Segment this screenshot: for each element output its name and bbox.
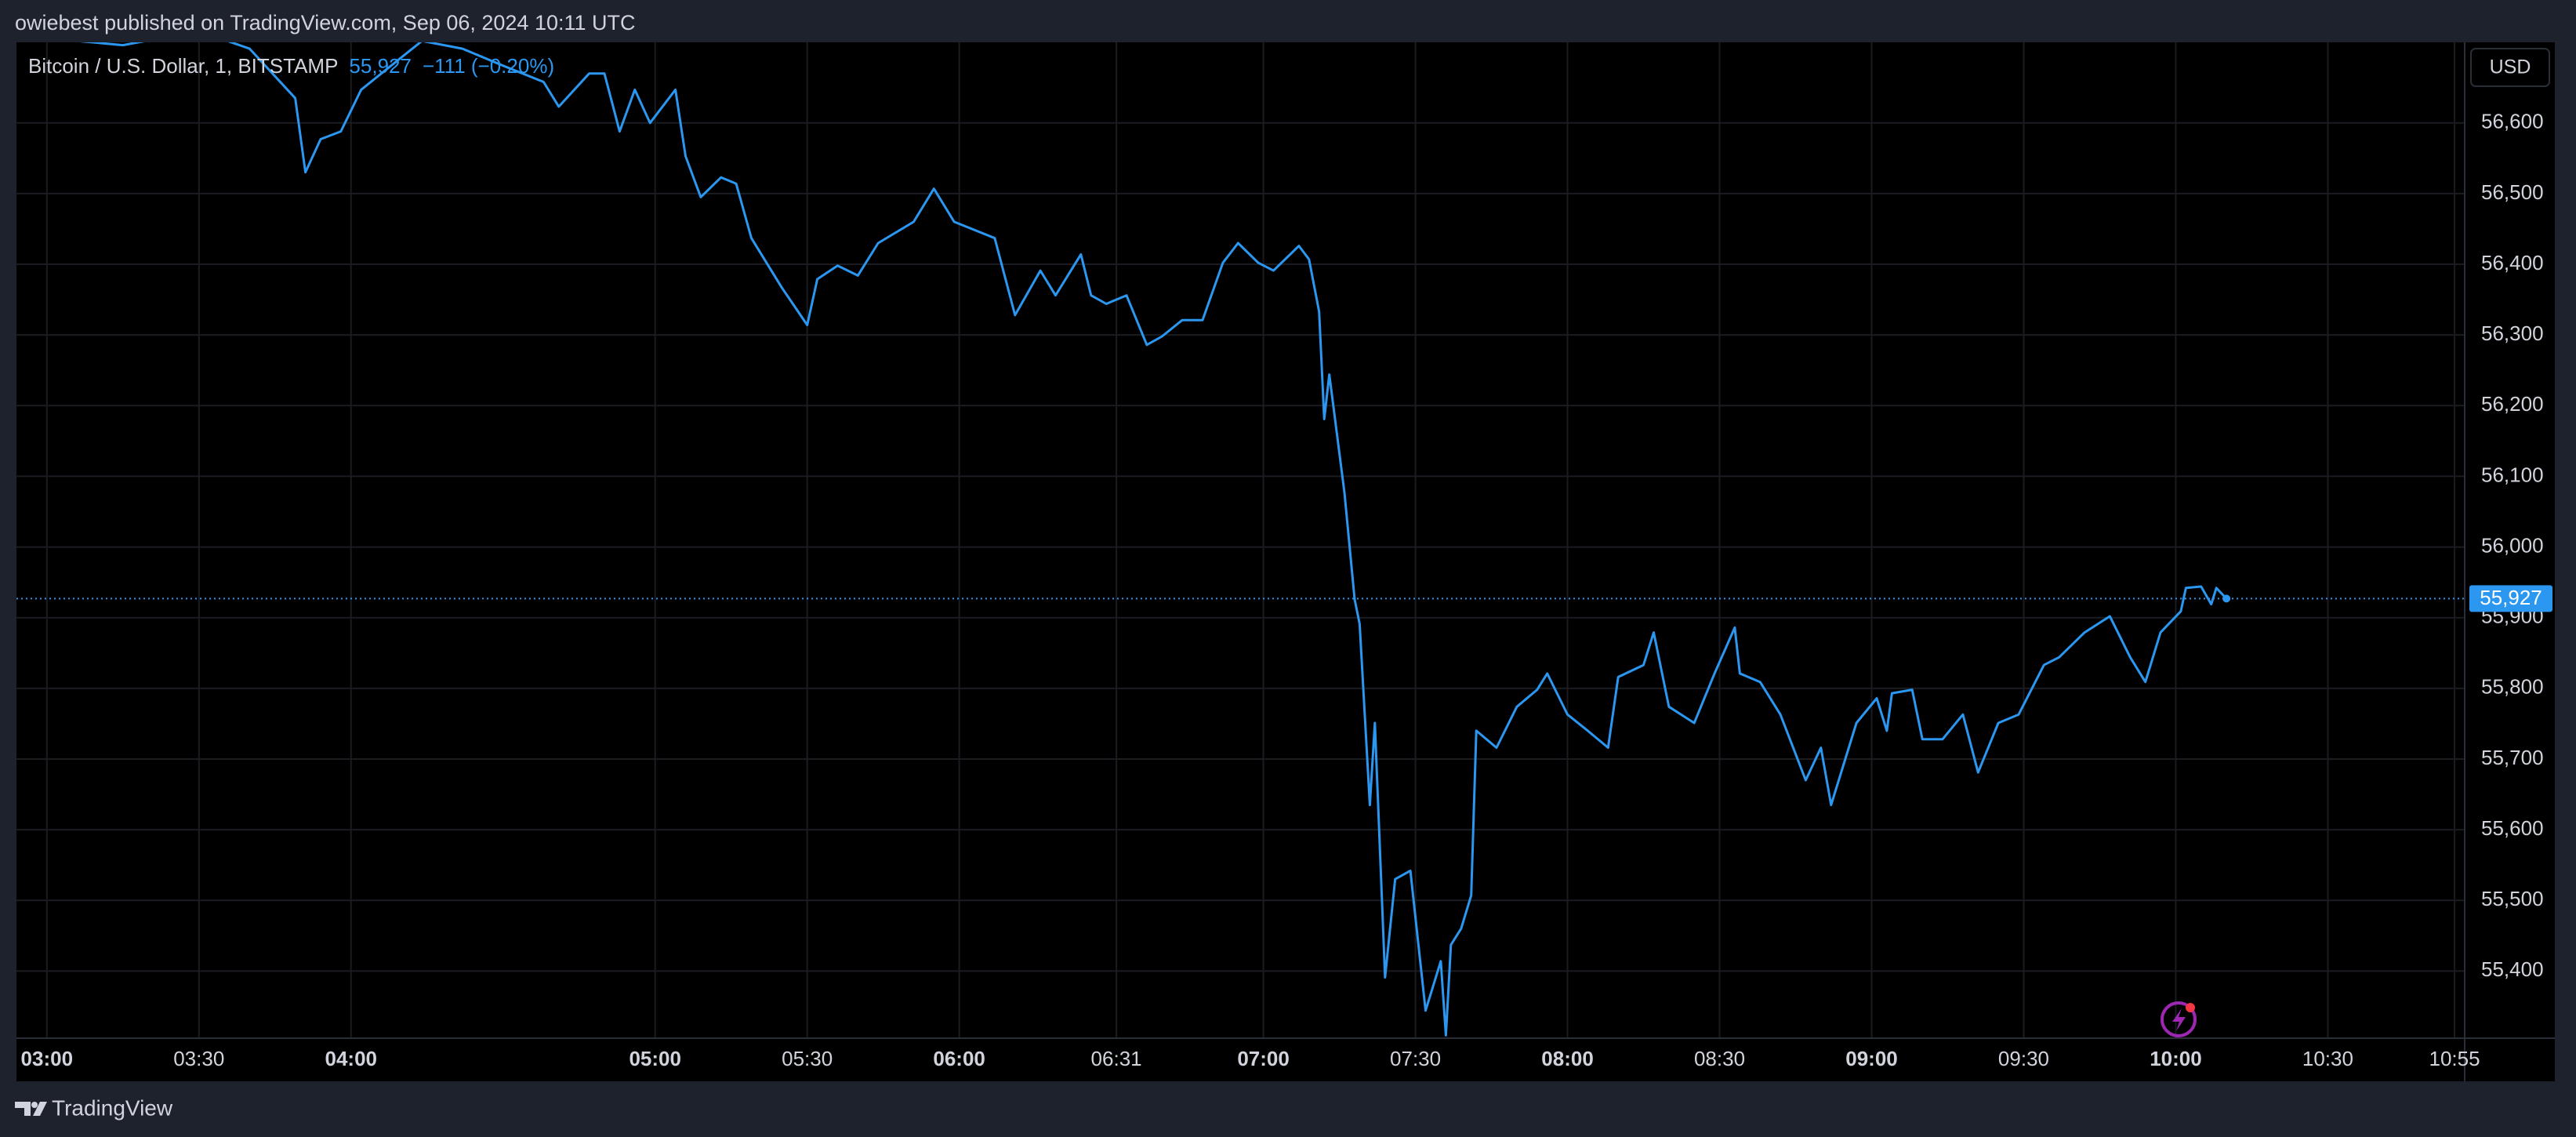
x-tick-label: 10:00: [2150, 1047, 2202, 1070]
price-tag-label: 55,927: [2480, 586, 2542, 609]
y-tick-label: 56,500: [2481, 180, 2544, 204]
y-tick-label: 56,000: [2481, 533, 2544, 557]
y-tick-label: 55,400: [2481, 957, 2544, 981]
x-tick-label: 05:00: [629, 1047, 681, 1070]
grid: [16, 42, 2465, 1038]
logo-mark: [15, 1102, 47, 1116]
alert-dot[interactable]: [2186, 1003, 2195, 1012]
y-tick-label: 56,300: [2481, 321, 2544, 345]
currency-button[interactable]: [2470, 48, 2550, 87]
x-tick-label: 09:30: [1998, 1047, 2049, 1070]
alert-bolt[interactable]: [2172, 1008, 2186, 1031]
price-line: [79, 42, 2228, 1037]
alert-icon[interactable]: [2161, 1001, 2197, 1037]
x-tick-label: 10:30: [2302, 1047, 2353, 1070]
x-tick-label: 05:30: [782, 1047, 833, 1070]
chart-panel: [16, 42, 2555, 1081]
x-tick-label: 03:00: [21, 1047, 74, 1070]
x-tick-label: 08:00: [1541, 1047, 1594, 1070]
legend-last: 55,927: [349, 54, 412, 78]
y-tick-label: 56,400: [2481, 251, 2544, 274]
price-tag: [2469, 585, 2552, 612]
x-tick-label: 08:30: [1694, 1047, 1745, 1070]
last-point: [2222, 594, 2231, 603]
y-tick-label: 55,800: [2481, 675, 2544, 699]
x-tick-label: 07:00: [1237, 1047, 1290, 1070]
x-tick-label: 10:55: [2429, 1047, 2480, 1070]
publish-info: owiebest published on TradingView.com, S…: [15, 11, 636, 35]
x-tick-label: 06:00: [933, 1047, 985, 1070]
axes: 55,40055,50055,60055,70055,80055,90056,0…: [21, 110, 2544, 1070]
brand-logo: [15, 1102, 47, 1116]
x-tick-label: 09:00: [1845, 1047, 1898, 1070]
y-tick-label: 56,200: [2481, 392, 2544, 416]
x-tick-label: 06:31: [1091, 1047, 1142, 1070]
y-tick-label: 55,700: [2481, 746, 2544, 769]
alert-ring[interactable]: [2161, 1001, 2197, 1037]
brand: TradingView: [52, 1095, 173, 1120]
plot: [79, 42, 2231, 1037]
logo-dot: [31, 1102, 38, 1108]
y-tick-label: 55,600: [2481, 816, 2544, 840]
x-tick-label: 07:30: [1390, 1047, 1441, 1070]
y-tick-label: 56,600: [2481, 110, 2544, 133]
currency[interactable]: USD: [2490, 56, 2531, 78]
y-tick-label: 56,100: [2481, 463, 2544, 486]
y-tick-label: 55,500: [2481, 887, 2544, 910]
x-tick-label: 03:30: [173, 1047, 224, 1070]
legend-symbol: Bitcoin / U.S. Dollar, 1, BITSTAMP: [28, 54, 338, 78]
x-tick-label: 04:00: [325, 1047, 377, 1070]
legend-change: −111 (−0.20%): [423, 54, 554, 78]
